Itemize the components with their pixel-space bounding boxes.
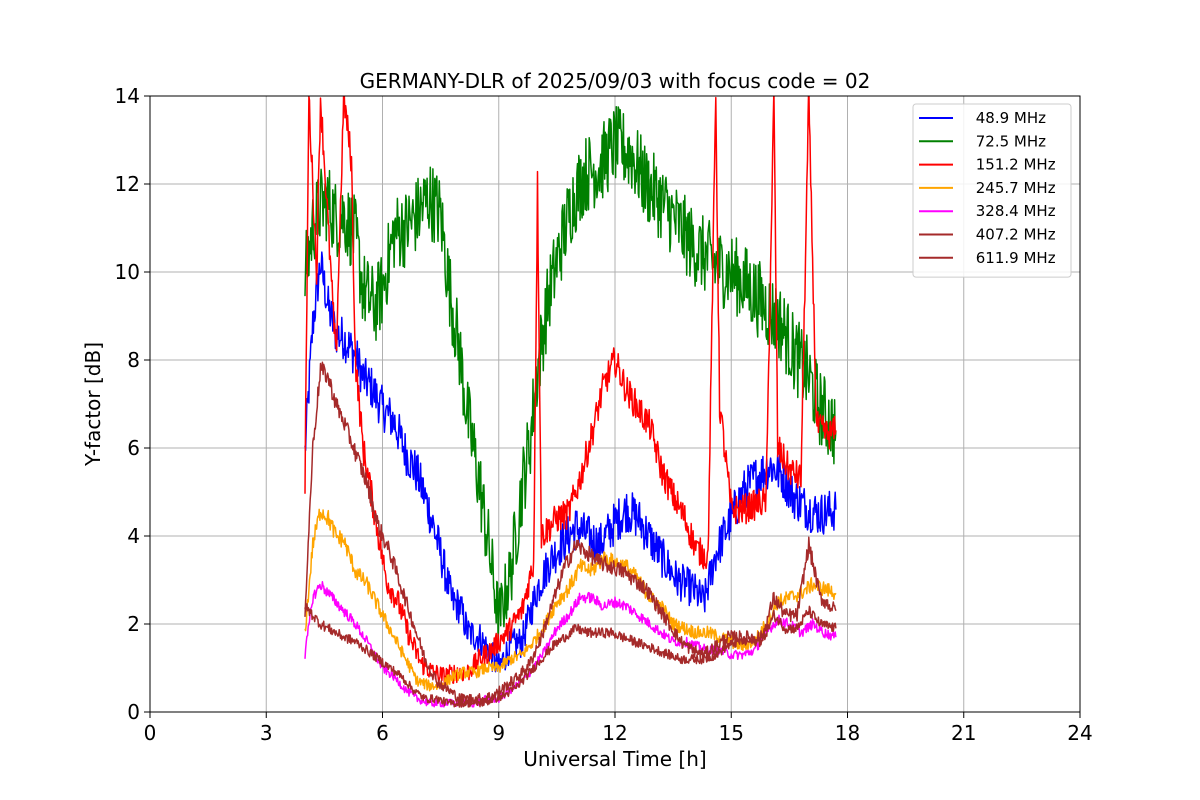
series-line-2 [304, 96, 837, 688]
y-tick-label: 2 [127, 612, 140, 636]
y-tick-label: 10 [115, 260, 140, 284]
x-axis-title: Universal Time [h] [523, 747, 706, 771]
series-layer [304, 96, 837, 708]
x-tick-label: 9 [492, 721, 505, 745]
series-line-3 [304, 508, 837, 692]
y-tick-label: 6 [127, 436, 140, 460]
x-tick-label: 15 [719, 721, 744, 745]
legend-label: 611.9 MHz [971, 249, 1056, 267]
x-tick-label: 3 [260, 721, 273, 745]
x-tick-label: 24 [1067, 721, 1092, 745]
series-line-5 [304, 361, 837, 705]
series-line-6 [304, 602, 837, 708]
legend-label: 407.2 MHz [971, 226, 1056, 244]
y-tick-label: 14 [115, 84, 140, 108]
x-tick-label: 0 [144, 721, 157, 745]
legend-label: 48.9 MHz [971, 109, 1046, 127]
x-tick-label: 18 [835, 721, 860, 745]
y-tick-label: 0 [127, 700, 140, 724]
y-axis-title: Y-factor [dB] [81, 342, 105, 467]
x-tick-label: 21 [951, 721, 976, 745]
legend-label: 151.2 MHz [971, 156, 1056, 174]
chart-title: GERMANY-DLR of 2025/09/03 with focus cod… [360, 69, 871, 93]
series-line-4 [304, 581, 837, 708]
legend-label: 328.4 MHz [971, 202, 1056, 220]
legend-label: 245.7 MHz [971, 179, 1056, 197]
legend-label: 72.5 MHz [971, 132, 1046, 150]
x-tick-label: 12 [602, 721, 627, 745]
y-tick-label: 12 [115, 172, 140, 196]
legend: 48.9 MHz 72.5 MHz 151.2 MHz 245.7 MHz 32… [912, 103, 1072, 278]
y-tick-label: 8 [127, 348, 140, 372]
y-tick-label: 4 [127, 524, 140, 548]
series-line-1 [304, 106, 837, 643]
x-tick-label: 6 [376, 721, 389, 745]
